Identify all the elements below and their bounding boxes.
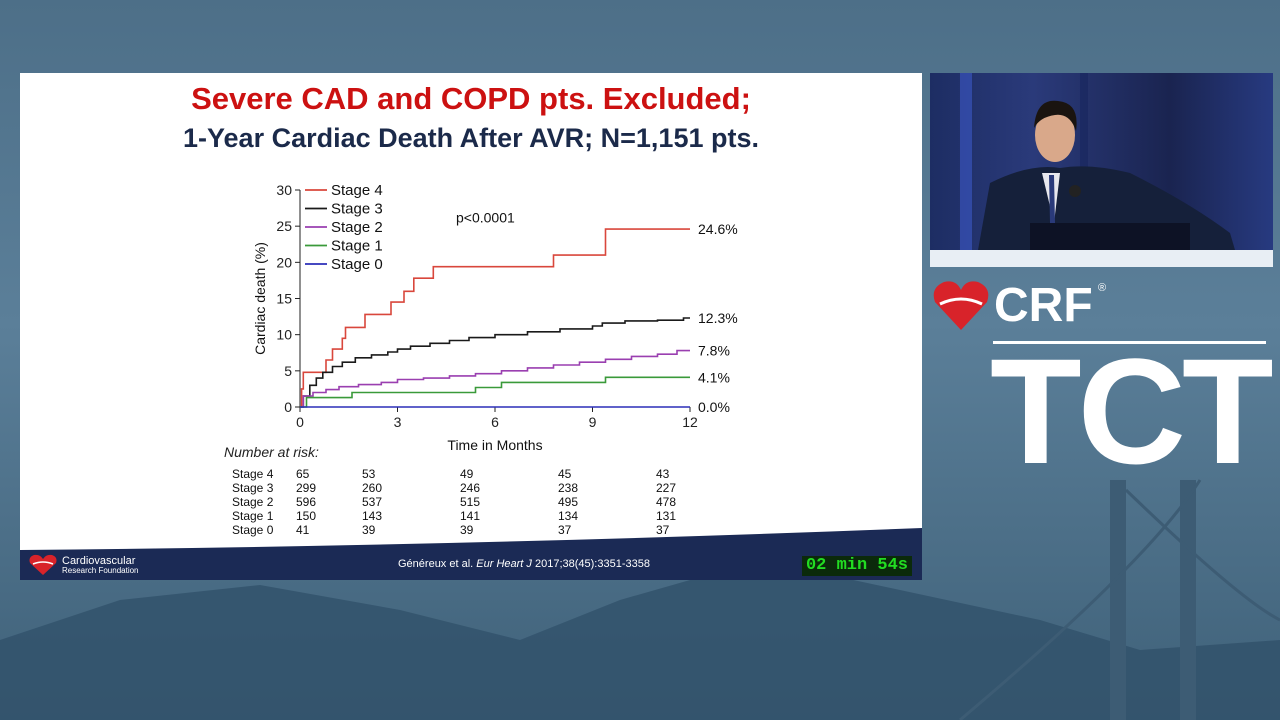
risk-cell: 238 [558, 481, 579, 495]
org-name-line1: Cardiovascular [62, 555, 136, 567]
legend-entry: Stage 2 [331, 219, 383, 236]
logo-divider [993, 341, 1266, 344]
legend-entry: Stage 4 [331, 182, 383, 199]
risk-cell: 134 [558, 509, 579, 523]
citation: Généreux et al. Eur Heart J 2017;38(45):… [398, 558, 650, 570]
legend-entry: Stage 0 [331, 256, 383, 273]
slide-title-line1: Severe CAD and COPD pts. Excluded; [191, 81, 751, 116]
risk-cell: 65 [296, 467, 310, 481]
risk-row: Stage 4 65 53 49 45 43 [232, 467, 754, 481]
slide-footer-band [20, 528, 922, 580]
risk-table-title: Number at risk: [224, 444, 319, 460]
risk-cell: 227 [656, 481, 677, 495]
x-tick-label: 0 [296, 414, 304, 430]
risk-cell: 537 [362, 495, 383, 509]
risk-cell: 596 [296, 495, 317, 509]
y-tick-label: 5 [284, 363, 292, 379]
risk-cell: 515 [460, 495, 481, 509]
risk-row: Stage 0 41 39 39 37 37 [232, 523, 754, 537]
p-value-annotation: p<0.0001 [456, 210, 515, 226]
y-tick-label: 15 [276, 291, 292, 307]
citation-suffix: 2017;38(45):3351-3358 [531, 558, 650, 570]
crf-wordmark: CRF [994, 279, 1093, 332]
x-axis-label: Time in Months [447, 437, 542, 453]
risk-cell: 143 [362, 509, 383, 523]
end-value-label: 12.3% [698, 310, 738, 326]
crf-registered-mark: ® [1098, 282, 1107, 294]
tct-wordmark: TCT [990, 327, 1274, 495]
y-tick-label: 25 [276, 218, 292, 234]
countdown-timer: 02 min 54s [802, 556, 912, 576]
risk-cell: 478 [656, 495, 677, 509]
risk-row: Stage 3 299 260 246 238 227 [232, 481, 754, 495]
speaker-figure [960, 73, 1240, 267]
risk-cell: 141 [460, 509, 481, 523]
speaker-video [930, 73, 1273, 267]
risk-row-label: Stage 2 [232, 495, 274, 509]
x-tick-label: 6 [491, 414, 499, 430]
risk-cell: 37 [656, 523, 670, 537]
risk-row-label: Stage 3 [232, 481, 274, 495]
risk-cell: 150 [296, 509, 317, 523]
risk-cell: 299 [296, 481, 317, 495]
risk-row-label: Stage 1 [232, 509, 274, 523]
risk-cell: 37 [558, 523, 572, 537]
org-name-line2: Research Foundation [62, 566, 139, 575]
risk-table: Stage 4 65 53 49 45 43 Stage 3 299 260 246 238 227 S… [232, 467, 754, 537]
slide-title-line2: 1-Year Cardiac Death After AVR; N=1,151 … [183, 123, 759, 153]
y-tick-label: 0 [284, 399, 292, 415]
risk-cell: 41 [296, 523, 310, 537]
risk-cell: 246 [460, 481, 481, 495]
risk-cell: 495 [558, 495, 579, 509]
heart-logo-icon [29, 554, 57, 575]
y-tick-label: 30 [276, 182, 292, 198]
crf-logo: CRF ® [932, 280, 1112, 336]
y-axis-label: Cardiac death (%) [252, 242, 268, 355]
risk-cell: 39 [362, 523, 376, 537]
y-tick-label: 20 [276, 254, 292, 270]
citation-prefix: Généreux et al. [398, 558, 477, 570]
legend-entry: Stage 1 [331, 238, 383, 255]
series-line [300, 376, 690, 408]
x-tick-label: 12 [682, 414, 698, 430]
risk-cell: 53 [362, 467, 376, 481]
risk-cell: 260 [362, 481, 383, 495]
end-value-label: 4.1% [698, 369, 730, 385]
end-value-label: 0.0% [698, 399, 730, 415]
risk-cell: 39 [460, 523, 474, 537]
risk-cell: 45 [558, 467, 572, 481]
risk-cell: 49 [460, 467, 474, 481]
risk-row-label: Stage 0 [232, 523, 274, 537]
video-lower-strip [930, 250, 1273, 267]
presentation-slide: Severe CAD and COPD pts. Excluded; 1-Yea… [20, 73, 922, 580]
citation-journal: Eur Heart J [476, 558, 532, 570]
risk-row: Stage 1 150 143 141 134 131 [232, 509, 754, 523]
km-chart: 0 5 10 15 20 25 30 0 3 6 9 12 Time in Months Cardiac … [252, 182, 738, 453]
y-tick-label: 10 [276, 327, 292, 343]
risk-row: Stage 2 596 537 515 495 478 [232, 495, 754, 509]
crf-heart-icon [933, 281, 989, 330]
x-tick-label: 3 [394, 414, 402, 430]
risk-cell: 43 [656, 467, 670, 481]
series-line [300, 317, 690, 408]
end-value-label: 7.8% [698, 343, 730, 359]
risk-row-label: Stage 4 [232, 467, 274, 481]
series-line [300, 349, 690, 408]
risk-cell: 131 [656, 509, 677, 523]
end-value-label: 24.6% [698, 221, 738, 237]
legend-entry: Stage 3 [331, 201, 383, 218]
x-tick-label: 9 [589, 414, 597, 430]
